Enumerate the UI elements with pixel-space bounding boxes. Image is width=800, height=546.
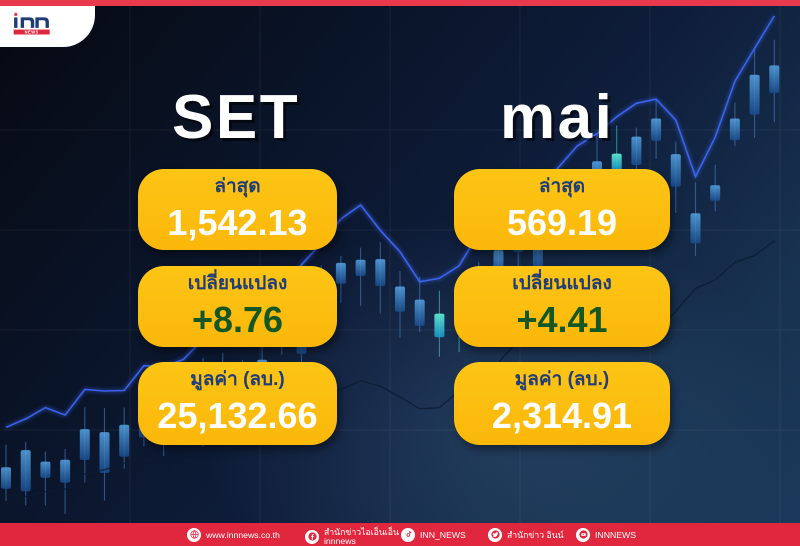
svg-text:NEWS: NEWS bbox=[25, 29, 39, 34]
